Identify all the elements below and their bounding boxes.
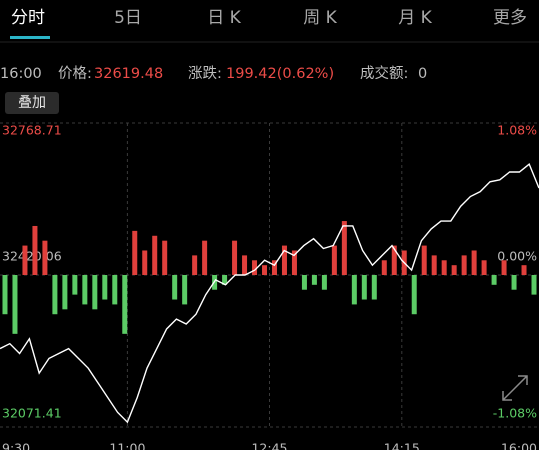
change-bar xyxy=(172,275,178,300)
change-bar xyxy=(311,275,317,285)
tab[interactable]: 周 K xyxy=(303,8,337,28)
change-bar xyxy=(371,275,377,300)
change-bar xyxy=(112,275,118,305)
active-tab-indicator xyxy=(10,36,50,39)
y2-tick-label: 0.00% xyxy=(497,249,537,264)
chart: 32071.41 32420.06 32768.71 -1.08% 0.00% 1.08%… xyxy=(0,122,539,450)
change-bar xyxy=(361,275,367,300)
change-bar xyxy=(341,221,347,275)
expand-arrows[interactable] xyxy=(502,375,528,401)
y-tick-label: 32071.41 xyxy=(2,406,62,421)
change-bar xyxy=(481,260,487,275)
info-row: 16:00 价格: 32619.48 涨跌: 199.42(0.62%) 成交额… xyxy=(0,64,427,82)
tab[interactable]: 日 K xyxy=(207,8,241,28)
change-bar xyxy=(331,245,337,275)
change-bar xyxy=(102,275,108,300)
change-bar xyxy=(32,225,38,275)
change-bar xyxy=(162,240,168,275)
expand-icon[interactable] xyxy=(502,375,528,401)
price-label: 价格: xyxy=(58,65,92,82)
change-bar xyxy=(92,275,98,310)
change-bar xyxy=(82,275,88,305)
change-bar xyxy=(242,255,248,275)
change-bar xyxy=(271,260,277,275)
change-bar xyxy=(421,245,427,275)
change-bar xyxy=(291,250,297,275)
change-bar xyxy=(301,275,307,290)
change-bar xyxy=(471,250,477,275)
y2-tick-label: 1.08% xyxy=(497,123,537,138)
change-bar xyxy=(182,275,188,305)
change-bar xyxy=(441,260,447,275)
change-bar xyxy=(521,265,527,275)
change-bar xyxy=(501,260,507,275)
change-bar xyxy=(12,275,18,334)
change-bar xyxy=(511,275,517,290)
tab[interactable]: 5日 xyxy=(114,8,142,28)
change-label: 涨跌: xyxy=(188,65,222,82)
change-bar xyxy=(531,275,537,295)
change-bar xyxy=(351,275,357,305)
change-bar xyxy=(72,275,78,295)
change-bar xyxy=(252,260,258,275)
tab[interactable]: 更多 xyxy=(493,8,527,28)
change-bar xyxy=(222,275,228,285)
overlay-button[interactable] xyxy=(5,92,59,114)
y-tick-label: 32768.71 xyxy=(2,123,62,138)
change-bar xyxy=(281,245,287,275)
price: 32619.48 xyxy=(94,66,163,82)
y-tick-label: 32420.06 xyxy=(2,249,62,264)
change-bar xyxy=(152,235,158,275)
change-bar xyxy=(192,255,198,275)
change-bar xyxy=(52,275,58,315)
tab[interactable]: 月 K xyxy=(398,8,432,28)
change-bar xyxy=(461,255,467,275)
x-tick-label: 11:00 xyxy=(109,441,145,450)
change-bar xyxy=(431,255,437,275)
change-bar xyxy=(232,240,238,275)
change-bar xyxy=(22,245,28,275)
change-bar xyxy=(2,275,8,315)
x-tick-label: 9:30 xyxy=(2,441,30,450)
change-bar xyxy=(132,230,138,275)
x-tick-label: 12:45 xyxy=(251,441,287,450)
x-tick-label: 14:15 xyxy=(384,441,420,450)
y2-tick-label: -1.08% xyxy=(493,406,537,421)
turnover: 0 xyxy=(418,66,427,82)
change-bar xyxy=(491,275,497,285)
turnover-label: 成交额: xyxy=(360,64,408,82)
change-bar xyxy=(62,275,68,310)
tab-bar: 分时 5日 日 K 周 K 月 K 更多 xyxy=(11,8,527,28)
time: 16:00 xyxy=(0,66,42,82)
price-line xyxy=(0,163,539,424)
change: 199.42(0.62%) xyxy=(226,66,334,82)
change-bar xyxy=(411,275,417,315)
change-bar xyxy=(391,245,397,275)
change-bar xyxy=(202,240,208,275)
x-tick-label: 16:00 xyxy=(501,441,537,450)
change-bar xyxy=(451,265,457,275)
tab[interactable]: 分时 xyxy=(11,8,45,28)
overlay-button-label[interactable]: 叠加 xyxy=(18,95,46,111)
change-bar xyxy=(142,250,148,275)
change-bar xyxy=(122,275,128,334)
change-bar xyxy=(381,260,387,275)
change-bar xyxy=(321,275,327,290)
change-bar xyxy=(42,240,48,275)
change-bar xyxy=(262,265,268,275)
